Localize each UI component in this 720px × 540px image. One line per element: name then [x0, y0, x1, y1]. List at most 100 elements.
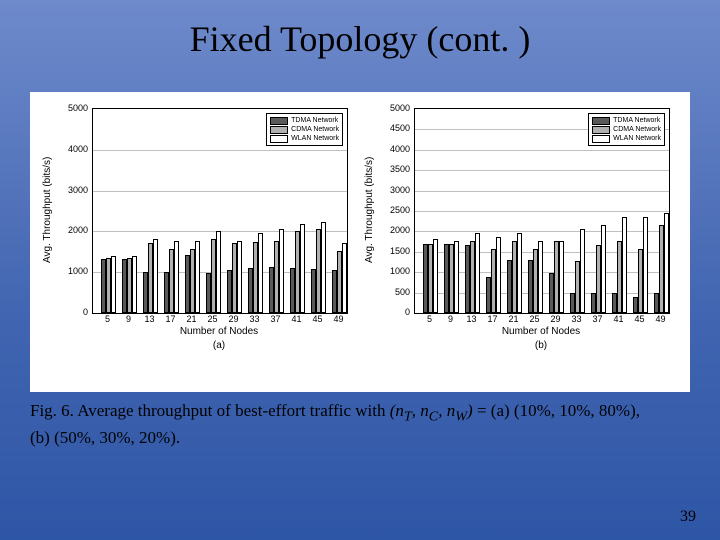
ytick-label: 2000	[44, 225, 88, 235]
legend-label: TDMA Network	[613, 117, 660, 124]
bar	[174, 241, 179, 313]
figure-caption: Fig. 6. Average throughput of best-effor…	[30, 400, 690, 449]
gridline	[93, 191, 347, 192]
legend-label: CDMA Network	[613, 126, 661, 133]
ylabel-a: Avg. Throughput (bits/s)	[42, 108, 56, 312]
legend-swatch	[270, 135, 288, 143]
gridline	[93, 150, 347, 151]
bar	[195, 241, 200, 313]
xtick-label: 17	[483, 314, 503, 324]
xtick-label: 29	[224, 314, 244, 324]
bar	[342, 243, 347, 313]
ytick-label: 1000	[366, 266, 410, 276]
xtick-label: 13	[140, 314, 160, 324]
xtick-label: 25	[525, 314, 545, 324]
gridline	[415, 211, 669, 212]
xtick-label: 13	[462, 314, 482, 324]
bar	[517, 233, 522, 313]
gridline	[415, 150, 669, 151]
ytick-label: 3500	[366, 164, 410, 174]
caption-cond-b: (b) (50%, 30%, 20%).	[30, 428, 180, 447]
legend-label: CDMA Network	[291, 126, 339, 133]
ytick-label: 2000	[366, 225, 410, 235]
bar	[622, 217, 627, 313]
sublabel-b: (b)	[414, 340, 668, 351]
charts-panel: Avg. Throughput (bits/s) TDMA Network CDM…	[30, 92, 690, 392]
gridline	[415, 191, 669, 192]
bar	[643, 217, 648, 313]
ytick-label: 5000	[366, 103, 410, 113]
slide-number: 39	[680, 508, 696, 526]
legend-label: TDMA Network	[291, 117, 338, 124]
xtick-label: 5	[98, 314, 118, 324]
xtick-label: 45	[630, 314, 650, 324]
caption-cond-a: = (a) (10%, 10%, 80%),	[477, 401, 640, 420]
chart-a: Avg. Throughput (bits/s) TDMA Network CDM…	[44, 104, 354, 350]
xtick-label: 41	[609, 314, 629, 324]
bar	[664, 213, 669, 313]
bar	[132, 256, 137, 313]
xtick-label: 37	[588, 314, 608, 324]
legend-item: TDMA Network	[592, 116, 661, 125]
ytick-label: 0	[366, 307, 410, 317]
gridline	[415, 231, 669, 232]
xtick-label: 21	[504, 314, 524, 324]
bar	[496, 237, 501, 313]
legend-swatch	[592, 126, 610, 134]
plot-b: TDMA Network CDMA Network WLAN Network	[414, 108, 670, 314]
xtick-label: 17	[161, 314, 181, 324]
bar	[216, 231, 221, 313]
ytick-label: 3000	[44, 185, 88, 195]
xtick-label: 29	[546, 314, 566, 324]
legend-item: WLAN Network	[270, 134, 339, 143]
legend-item: TDMA Network	[270, 116, 339, 125]
legend-b: TDMA Network CDMA Network WLAN Network	[588, 113, 665, 146]
bar	[153, 239, 158, 313]
ytick-label: 4500	[366, 123, 410, 133]
xtick-label: 45	[308, 314, 328, 324]
plot-a: TDMA Network CDMA Network WLAN Network	[92, 108, 348, 314]
gridline	[415, 170, 669, 171]
legend-item: WLAN Network	[592, 134, 661, 143]
ytick-label: 0	[44, 307, 88, 317]
slide-title: Fixed Topology (cont. )	[0, 0, 720, 60]
xtick-label: 25	[203, 314, 223, 324]
legend-a: TDMA Network CDMA Network WLAN Network	[266, 113, 343, 146]
xtick-label: 49	[651, 314, 671, 324]
legend-label: WLAN Network	[291, 135, 339, 142]
xtick-label: 9	[119, 314, 139, 324]
bar	[258, 233, 263, 313]
bar	[538, 241, 543, 313]
xtick-label: 33	[567, 314, 587, 324]
bar	[475, 233, 480, 313]
xlabel-a: Number of Nodes	[92, 326, 346, 337]
legend-label: WLAN Network	[613, 135, 661, 142]
ytick-label: 2500	[366, 205, 410, 215]
ytick-label: 1500	[366, 246, 410, 256]
xtick-label: 49	[329, 314, 349, 324]
sublabel-a: (a)	[92, 340, 346, 351]
slide: Fixed Topology (cont. ) Avg. Throughput …	[0, 0, 720, 540]
caption-prefix: Fig. 6. Average throughput of best-effor…	[30, 401, 390, 420]
legend-item: CDMA Network	[270, 125, 339, 134]
bar	[279, 229, 284, 313]
ytick-label: 5000	[44, 103, 88, 113]
caption-math: (nT, nC, nW)	[390, 401, 473, 420]
xtick-label: 41	[287, 314, 307, 324]
ytick-label: 500	[366, 287, 410, 297]
xlabel-b: Number of Nodes	[414, 326, 668, 337]
xtick-label: 21	[182, 314, 202, 324]
ytick-label: 4000	[366, 144, 410, 154]
xtick-label: 9	[441, 314, 461, 324]
chart-b: Avg. Throughput (bits/s) TDMA NetworkCDM…	[366, 104, 676, 350]
bar	[559, 241, 564, 313]
legend-swatch	[270, 126, 288, 134]
xtick-label: 5	[420, 314, 440, 324]
bar	[433, 239, 438, 313]
bar	[111, 256, 116, 313]
ytick-label: 3000	[366, 185, 410, 195]
ytick-label: 4000	[44, 144, 88, 154]
legend-item: CDMA Network	[592, 125, 661, 134]
legend-swatch	[270, 117, 288, 125]
ytick-label: 1000	[44, 266, 88, 276]
